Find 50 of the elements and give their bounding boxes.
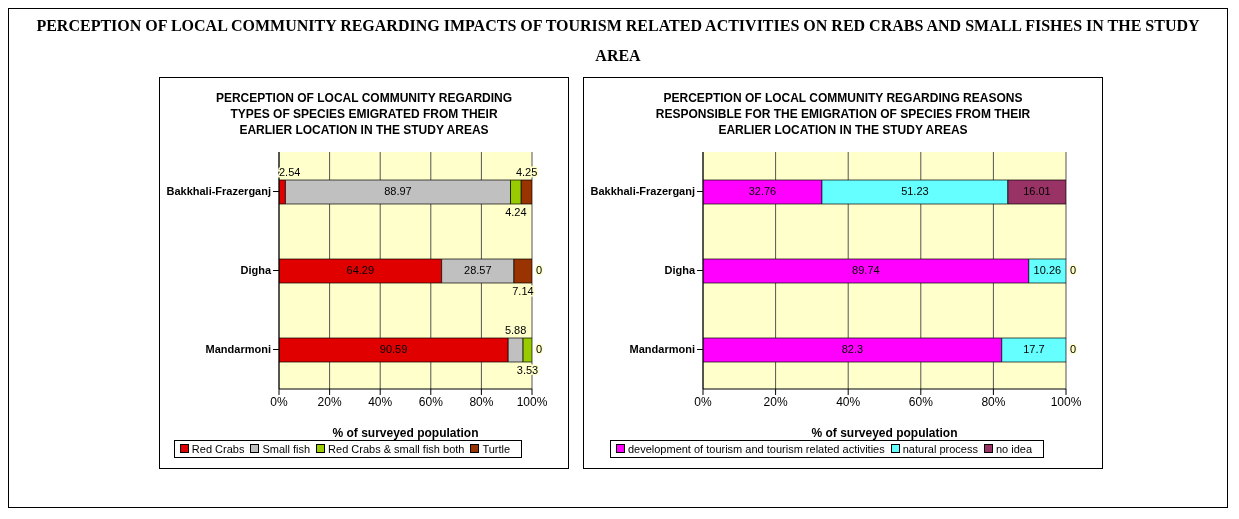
data-label: 0 bbox=[1070, 343, 1077, 356]
x-tick-label: 0% bbox=[694, 394, 712, 409]
chart-title: PERCEPTION OF LOCAL COMMUNITY REGARDING REASONS RESPONSIBLE FOR THE EMIGRATION OF SPECIES FROM THEIR EARLIER LOCATION IN THE STUDY AREAS bbox=[654, 90, 1032, 138]
data-label: 4.25 bbox=[515, 165, 538, 178]
data-label: 10.26 bbox=[1033, 264, 1062, 277]
x-tick-label: 60% bbox=[418, 394, 444, 409]
x-tick-label: 20% bbox=[317, 394, 342, 409]
data-label: 0 bbox=[536, 343, 543, 356]
data-label: 4.24 bbox=[505, 205, 527, 218]
data-label: 3.53 bbox=[516, 363, 539, 376]
data-label: 5.88 bbox=[504, 323, 527, 336]
data-label: 28.57 bbox=[464, 264, 492, 277]
legend-label: Red Crabs & small fish both bbox=[327, 443, 465, 455]
data-label: 90.59 bbox=[379, 343, 408, 356]
legend-label: natural process bbox=[901, 443, 978, 455]
data-label: 89.74 bbox=[852, 264, 880, 277]
data-label: 0 bbox=[536, 264, 543, 277]
y-tick-label: Digha bbox=[664, 264, 696, 277]
x-tick-label: 40% bbox=[368, 394, 393, 409]
x-tick-label: 60% bbox=[908, 394, 934, 409]
data-label: 51.23 bbox=[901, 185, 929, 198]
x-tick-label: 80% bbox=[469, 394, 494, 409]
data-label: 64.29 bbox=[346, 264, 375, 277]
legend-label: no idea bbox=[994, 443, 1033, 455]
x-tick-label: 40% bbox=[836, 394, 861, 409]
data-label: 88.97 bbox=[384, 185, 412, 198]
y-tick-label: Bakkhali-Frazerganj bbox=[166, 185, 271, 198]
y-tick-label: Bakkhali-Frazerganj bbox=[590, 185, 695, 198]
legend-label: Turtle bbox=[481, 443, 511, 455]
data-label: 82.3 bbox=[841, 343, 864, 356]
y-tick-label: Mandarmoni bbox=[205, 343, 271, 356]
text: PERCEPTION OF LOCAL COMMUNITY REGARDING IMPACTS OF TOURISM RELATED ACTIVITIES ON RED CRABS AND SMALL FISHES IN THE STUDY AREA bbox=[35, 16, 1201, 66]
x-axis-title: % of surveyed population bbox=[811, 426, 958, 440]
x-tick-label: 20% bbox=[763, 394, 788, 409]
data-label: 17.7 bbox=[1023, 343, 1045, 356]
y-tick-label: Digha bbox=[240, 264, 272, 277]
chart-title: PERCEPTION OF LOCAL COMMUNITY REGARDING TYPES OF SPECIES EMIGRATED FROM THEIR EARLIER LOCATION IN THE STUDY AREAS bbox=[214, 90, 514, 138]
y-tick-label: Mandarmoni bbox=[629, 343, 695, 356]
x-tick-label: 100% bbox=[516, 394, 548, 409]
data-label: 32.76 bbox=[748, 185, 777, 198]
x-tick-label: 80% bbox=[981, 394, 1006, 409]
legend-label: Red Crabs bbox=[190, 443, 245, 455]
x-tick-label: 0% bbox=[270, 394, 288, 409]
data-label: 0 bbox=[1070, 264, 1077, 277]
data-label: 7.14 bbox=[512, 284, 534, 297]
x-axis-title: % of surveyed population bbox=[332, 426, 479, 440]
data-label: 16.01 bbox=[1023, 185, 1051, 198]
x-tick-label: 100% bbox=[1050, 394, 1082, 409]
legend-label: Small fish bbox=[261, 443, 311, 455]
legend-label: development of tourism and tourism related activities bbox=[626, 443, 885, 455]
